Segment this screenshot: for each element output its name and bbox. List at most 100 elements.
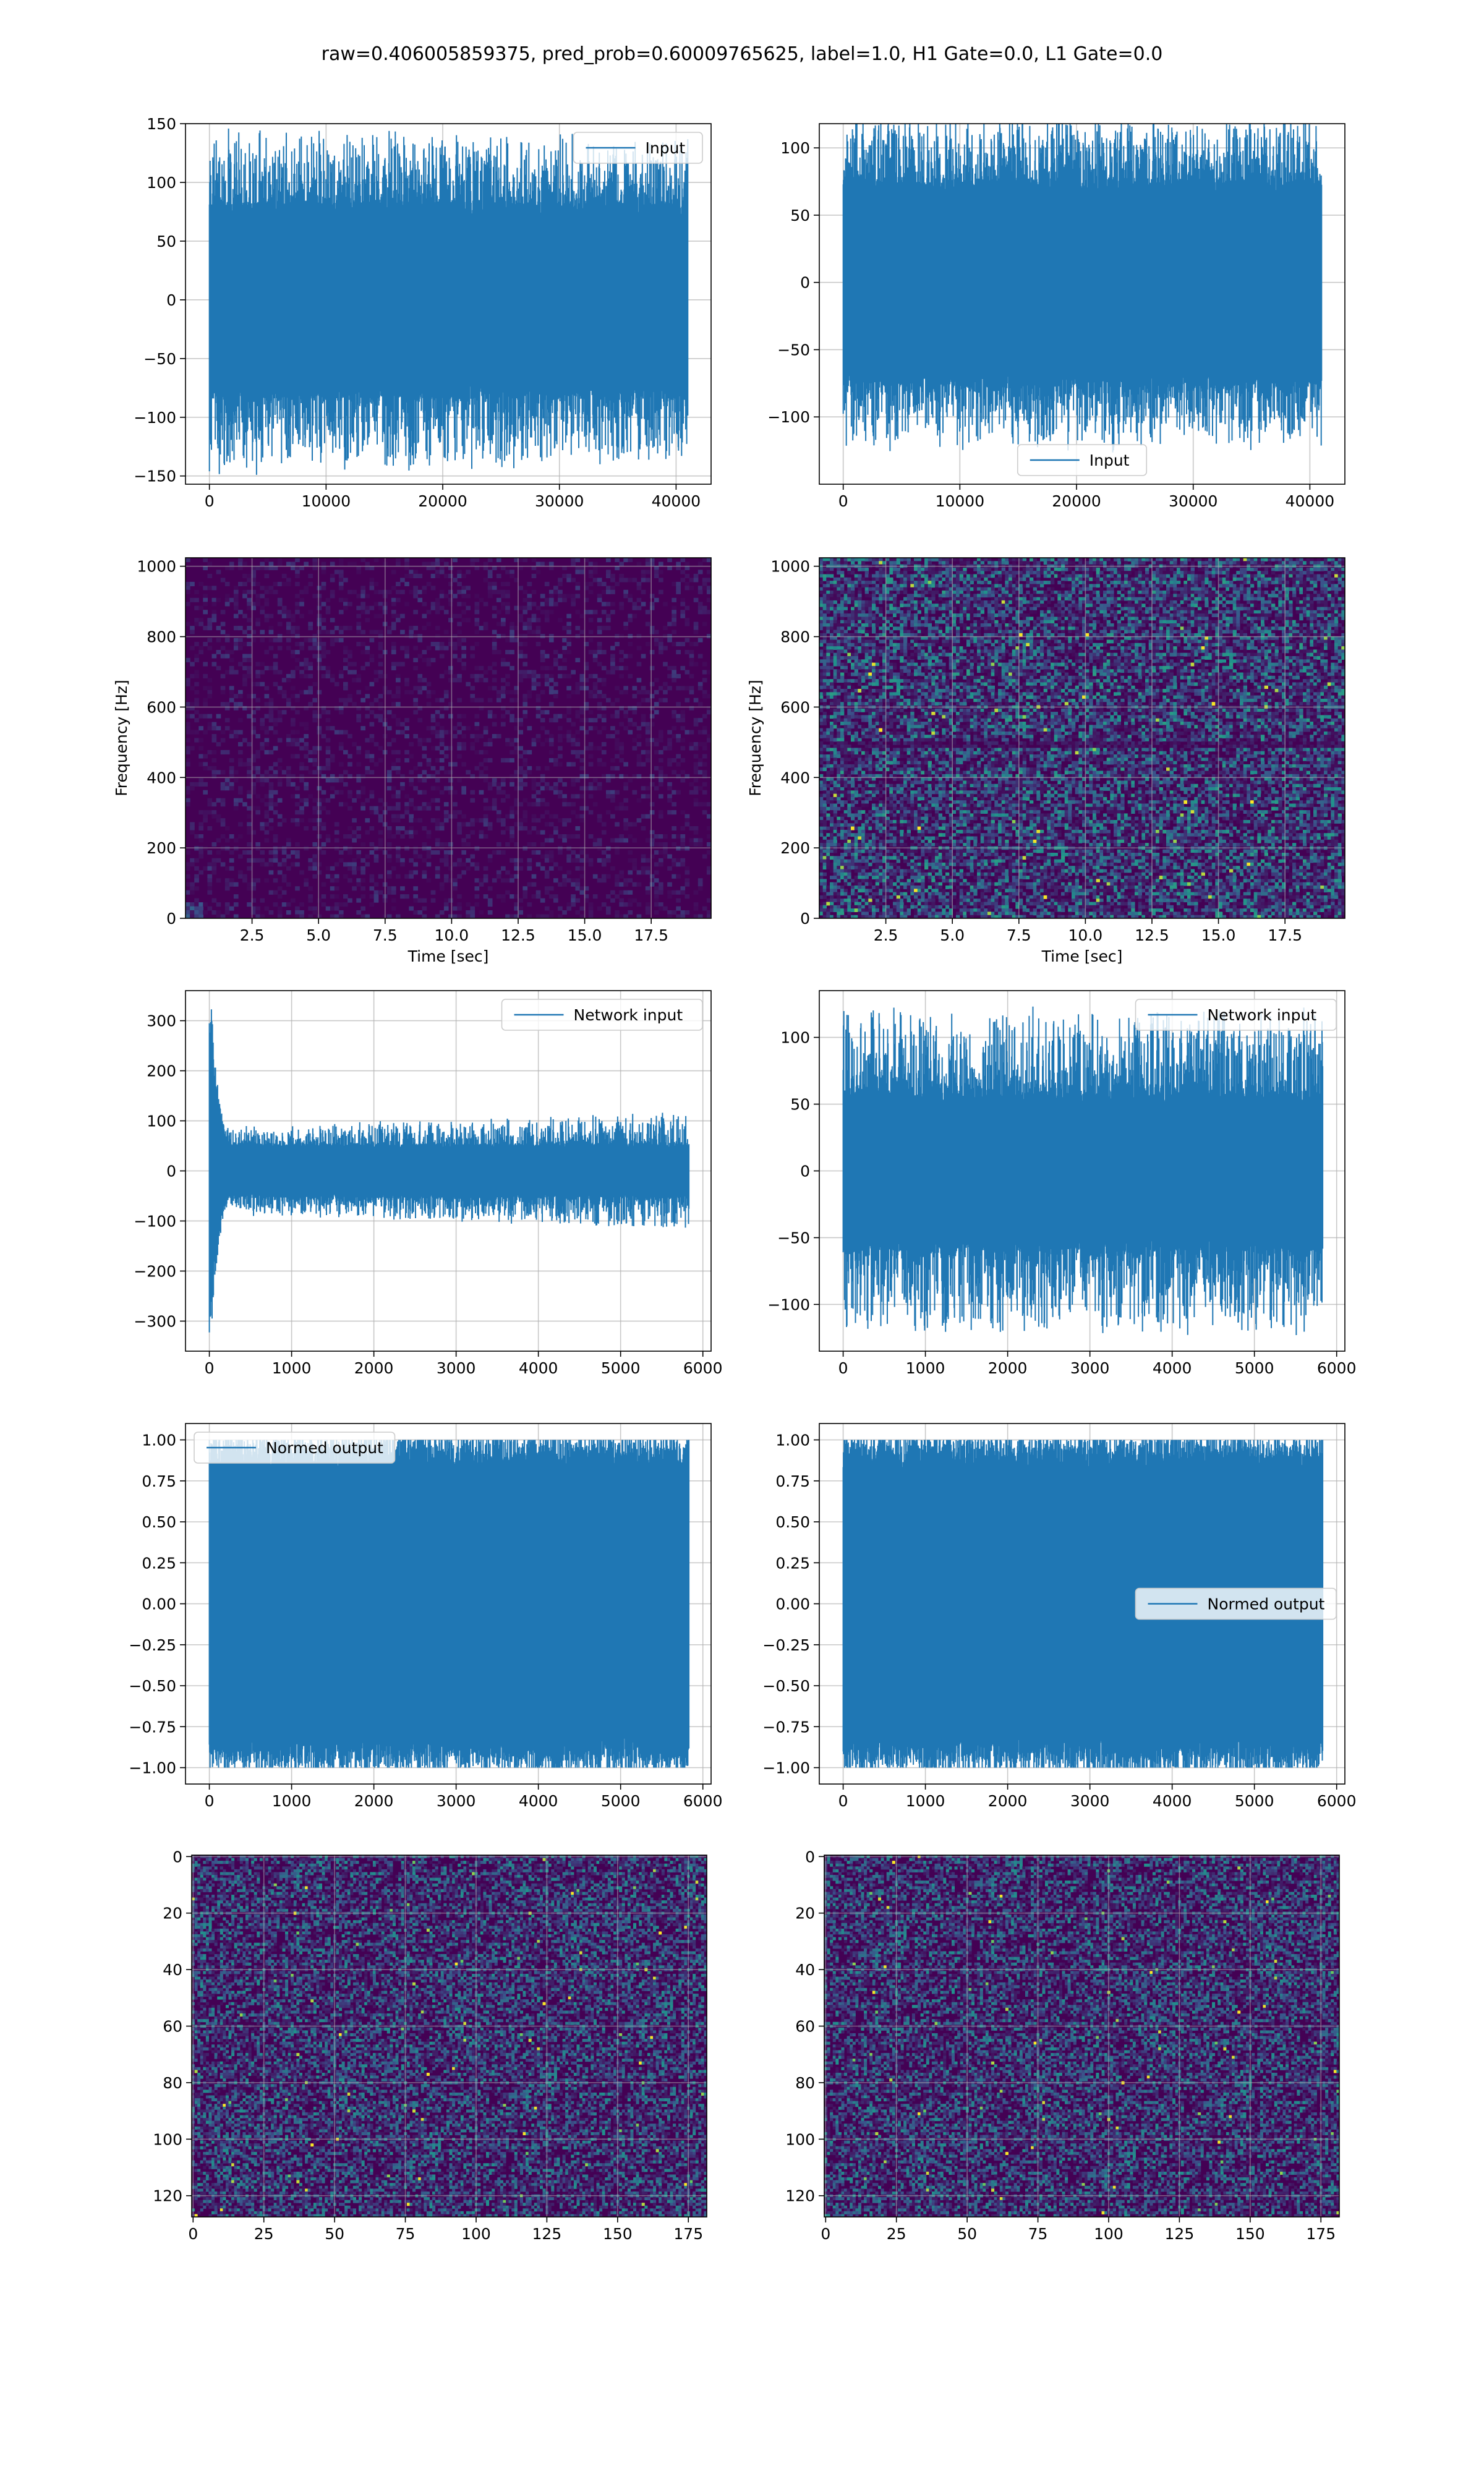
spectrogram-right-xtick-label: 2.5 — [874, 926, 898, 944]
network-input-right-xtick-label: 3000 — [1070, 1359, 1110, 1377]
input-right-xtick-label: 0 — [838, 492, 848, 510]
image-right-xtick-label: 25 — [887, 2225, 906, 2243]
normed-output-left-ytick-label: −1.00 — [129, 1759, 176, 1777]
spectrogram-left-ytick-label: 1000 — [137, 558, 176, 576]
network-input-left-xtick-label: 3000 — [437, 1359, 476, 1377]
normed-output-right-legend-label: Normed output — [1208, 1595, 1325, 1613]
normed-output-right-xtick-label: 1000 — [906, 1792, 945, 1810]
spectrogram-left-xtick-label: 10.0 — [435, 926, 469, 944]
spectrogram-right-ytick-label: 800 — [780, 628, 810, 646]
network-input-right-ytick-label: −100 — [767, 1296, 810, 1313]
input-left-ytick-label: 100 — [147, 174, 176, 192]
spectrogram-left-ytick-label: 400 — [147, 769, 176, 787]
spectrogram-right-xtick-label: 5.0 — [940, 926, 965, 944]
image-left-ytick-label: 120 — [153, 2187, 182, 2205]
network-input-left-xtick-label: 0 — [205, 1359, 215, 1377]
spectrogram-left-ytick-label: 0 — [166, 910, 176, 928]
normed-output-left-series-line — [210, 1440, 689, 1768]
normed-output-left-legend: Normed output — [194, 1432, 395, 1463]
spectrogram-left-ytick-label: 800 — [147, 628, 176, 646]
input-right-legend-label: Input — [1090, 451, 1130, 469]
normed-output-right-xtick-label: 0 — [838, 1792, 848, 1810]
normed-output-right-ytick-label: 1.00 — [775, 1432, 810, 1449]
normed-output-left-ytick-label: 0.75 — [142, 1472, 176, 1490]
network-input-left-legend: Network input — [502, 999, 703, 1030]
network-input-left-ytick-label: −100 — [134, 1212, 176, 1230]
normed-output-left-xtick-label: 0 — [205, 1792, 215, 1810]
spectrogram-left-xtick-label: 15.0 — [568, 926, 602, 944]
normed-output-right-ytick-label: 0.50 — [775, 1513, 810, 1531]
normed-output-left-xtick-label: 3000 — [437, 1792, 476, 1810]
network-input-left-ytick-label: 200 — [147, 1062, 176, 1080]
image-right-xtick-label: 0 — [821, 2225, 830, 2243]
normed-output-right-ytick-label: 0.25 — [775, 1554, 810, 1572]
input-left-legend: Input — [574, 132, 703, 163]
input-right-xtick-label: 10000 — [936, 492, 985, 510]
normed-output-left-xtick-label: 1000 — [272, 1792, 312, 1810]
spectrogram-right-xtick-label: 7.5 — [1007, 926, 1031, 944]
image-left-xtick-label: 175 — [673, 2225, 703, 2243]
input-left-ytick-label: −150 — [134, 467, 176, 485]
normed-output-right-ytick-label: −1.00 — [762, 1759, 810, 1777]
input-left-series-line — [210, 129, 688, 475]
network-input-left-xtick-label: 2000 — [354, 1359, 394, 1377]
figure-title: raw=0.406005859375, pred_prob=0.60009765… — [0, 43, 1484, 65]
image-left-xtick-label: 50 — [325, 2225, 344, 2243]
image-right-xtick-label: 150 — [1235, 2225, 1265, 2243]
network-input-right-legend-label: Network input — [1208, 1006, 1317, 1024]
network-input-right-ytick-label: 50 — [790, 1096, 810, 1114]
image-right-ytick-label: 100 — [785, 2130, 815, 2148]
image-left-xtick-label: 25 — [254, 2225, 274, 2243]
image-right-heatmap — [824, 1855, 1340, 2218]
normed-output-right-legend: Normed output — [1136, 1589, 1337, 1620]
image-left-ytick-label: 0 — [173, 1848, 182, 1866]
input-left-xtick-label: 0 — [205, 492, 215, 510]
normed-output-left-xtick-label: 6000 — [683, 1792, 723, 1810]
input-left-xtick-label: 20000 — [418, 492, 467, 510]
network-input-left-ytick-label: −300 — [134, 1312, 176, 1330]
spectrogram-left-xlabel: Time [sec] — [407, 947, 489, 965]
image-right-ytick-label: 40 — [795, 1961, 815, 1979]
network-input-left-xtick-label: 4000 — [519, 1359, 558, 1377]
image-right-xtick-label: 75 — [1028, 2225, 1048, 2243]
input-left-ytick-label: −100 — [134, 409, 176, 427]
spectrogram-right-ytick-label: 200 — [780, 839, 810, 857]
normed-output-left-xtick-label: 2000 — [354, 1792, 394, 1810]
network-input-right-xtick-label: 0 — [838, 1359, 848, 1377]
image-right-ytick-label: 0 — [805, 1848, 815, 1866]
network-input-left-ytick-label: 100 — [147, 1112, 176, 1130]
image-right-ytick-label: 80 — [795, 2074, 815, 2092]
image-left-xtick-label: 125 — [532, 2225, 562, 2243]
input-left-ytick-label: −50 — [143, 350, 176, 368]
network-input-left-xtick-label: 5000 — [601, 1359, 641, 1377]
spectrogram-right-ylabel: Frequency [Hz] — [746, 680, 764, 796]
normed-output-right-ytick-label: −0.50 — [762, 1677, 810, 1695]
input-right-xtick-label: 30000 — [1169, 492, 1218, 510]
image-right-ytick-label: 60 — [795, 2018, 815, 2036]
image-left-xtick-label: 0 — [188, 2225, 198, 2243]
image-left-heatmap — [192, 1855, 707, 2218]
normed-output-right-ytick-label: −0.25 — [762, 1636, 810, 1654]
network-input-left-series-line — [210, 1009, 689, 1332]
network-input-left-ytick-label: 300 — [147, 1012, 176, 1030]
network-input-left-xtick-label: 1000 — [272, 1359, 312, 1377]
normed-output-left-ytick-label: −0.50 — [129, 1677, 176, 1695]
normed-output-left-ytick-label: 0.25 — [142, 1554, 176, 1572]
normed-output-right-xtick-label: 2000 — [988, 1792, 1028, 1810]
network-input-right-xtick-label: 2000 — [988, 1359, 1028, 1377]
normed-output-left-ytick-label: 0.00 — [142, 1595, 176, 1613]
normed-output-left-legend-label: Normed output — [266, 1439, 383, 1457]
normed-output-right-ytick-label: 0.00 — [775, 1595, 810, 1613]
image-right-xtick-label: 125 — [1165, 2225, 1195, 2243]
network-input-right-xtick-label: 1000 — [906, 1359, 945, 1377]
normed-output-right-xtick-label: 6000 — [1317, 1792, 1357, 1810]
network-input-right-xtick-label: 5000 — [1235, 1359, 1274, 1377]
network-input-right-ytick-label: −50 — [777, 1229, 810, 1247]
input-left-ytick-label: 0 — [166, 291, 176, 309]
spectrogram-left-xtick-label: 5.0 — [306, 926, 331, 944]
